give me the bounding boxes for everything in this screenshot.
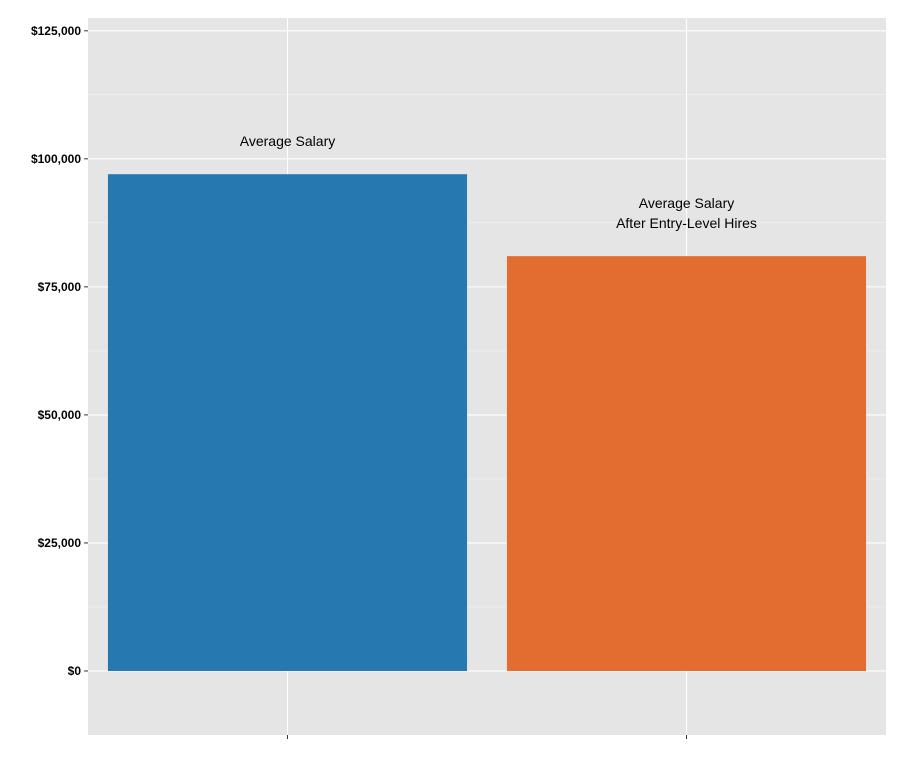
bars: [107, 174, 867, 671]
bar-label: After Entry-Level Hires: [616, 215, 757, 231]
bar-label: Average Salary: [639, 195, 734, 211]
bar: [107, 174, 468, 671]
y-tick-label: $100,000: [31, 152, 81, 166]
y-tick-label: $50,000: [38, 408, 82, 422]
bar: [506, 256, 867, 671]
y-tick-label: $125,000: [31, 24, 81, 38]
y-tick-label: $25,000: [38, 536, 82, 550]
y-axis: $0 $25,000 $50,000 $75,000 $100,000 $125,000: [31, 24, 88, 678]
y-tick-label: $75,000: [38, 280, 82, 294]
x-axis: [287, 735, 687, 739]
bar-label: Average Salary: [240, 133, 335, 149]
bar-labels: Average Salary Average Salary After Entry-…: [240, 133, 757, 231]
y-tick-label: $0: [68, 664, 82, 678]
